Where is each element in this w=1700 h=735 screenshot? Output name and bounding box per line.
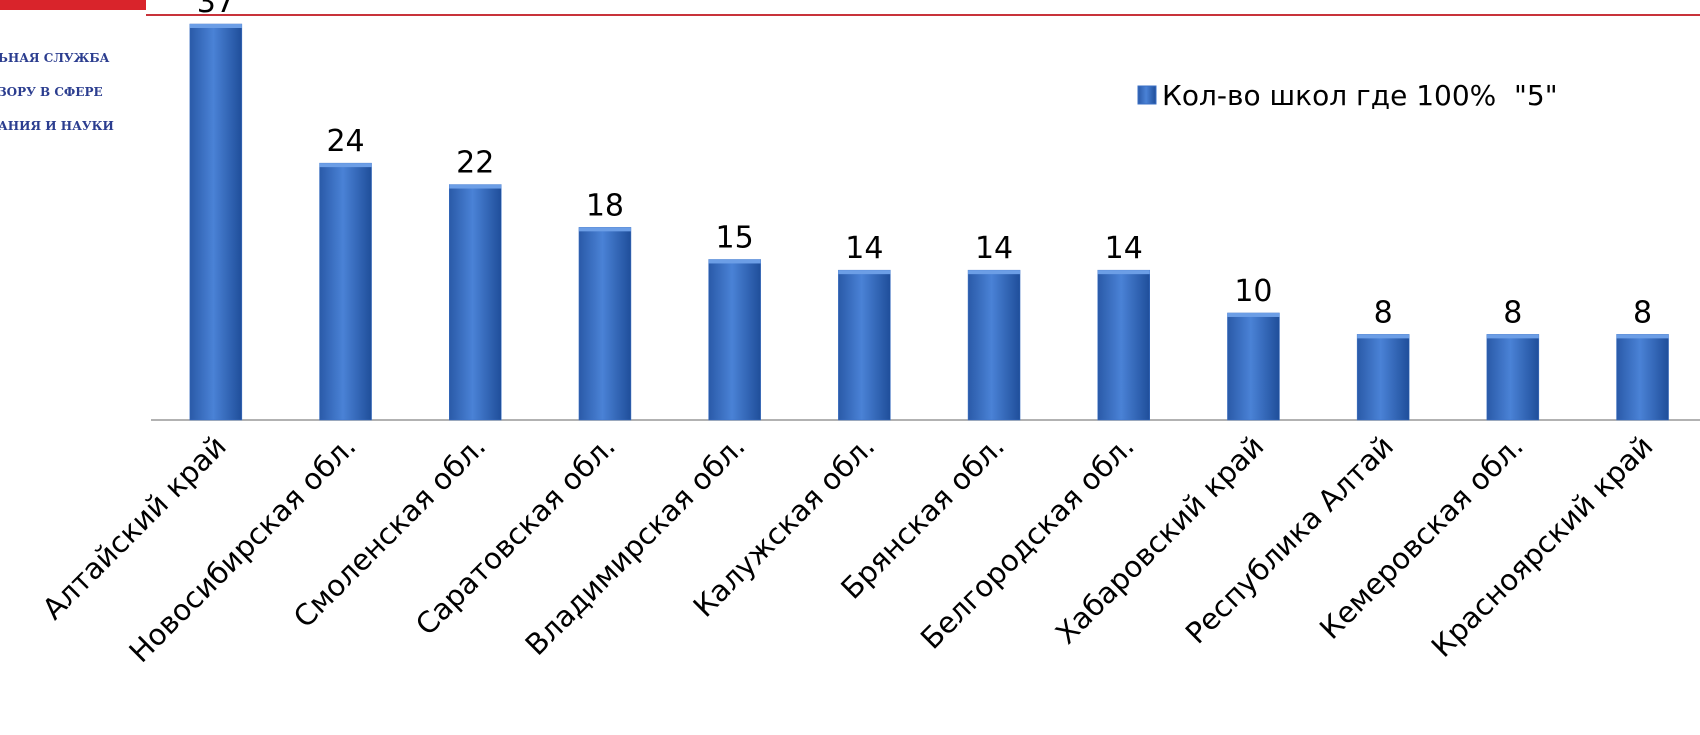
data-label: 15 <box>716 220 754 255</box>
legend-swatch <box>1137 85 1157 105</box>
bar <box>1227 312 1280 421</box>
data-label: 10 <box>1234 274 1272 309</box>
bar-top <box>1227 312 1280 317</box>
bar-top <box>968 270 1021 275</box>
data-label: 14 <box>975 231 1013 266</box>
bar-top <box>1357 334 1410 339</box>
bar <box>319 162 372 421</box>
bar-top <box>838 270 891 275</box>
data-label: 14 <box>845 231 883 266</box>
logo-text: АНИЯ И НАУКИ <box>0 119 114 133</box>
x-tick-label: Новосибирская обл. <box>122 429 362 669</box>
bar-top <box>189 24 242 28</box>
data-label: 37 <box>197 0 235 20</box>
bar <box>189 23 243 421</box>
bar-top <box>1097 270 1150 275</box>
logo-bar <box>0 0 146 10</box>
bar <box>1486 334 1540 421</box>
bar <box>1616 334 1669 421</box>
bar-top <box>319 163 372 168</box>
legend-label: Кол-во школ где 100% "5" <box>1162 79 1558 112</box>
data-label: 8 <box>1374 295 1393 330</box>
bar <box>708 259 761 421</box>
bar-top <box>708 259 761 264</box>
data-label: 18 <box>586 188 624 223</box>
bar <box>838 269 891 421</box>
bar <box>967 269 1021 421</box>
bar <box>578 227 632 421</box>
data-label: 8 <box>1633 295 1652 330</box>
logo-text: ЗОРУ В СФЕРЕ <box>0 85 103 99</box>
x-tick-label: Владимирская обл. <box>519 429 752 662</box>
data-label: 14 <box>1105 231 1143 266</box>
bar-top <box>578 227 631 232</box>
x-tick-label: Хабаровский край <box>1049 429 1271 651</box>
data-label: 24 <box>326 124 364 159</box>
bar <box>1356 334 1410 421</box>
bar-top <box>1616 334 1669 339</box>
data-label: 8 <box>1503 295 1522 330</box>
bar <box>1097 269 1150 421</box>
bar <box>449 184 502 421</box>
bar-top <box>1486 334 1539 339</box>
x-tick-label: Белгородская обл. <box>914 429 1141 656</box>
data-label: 22 <box>456 146 494 181</box>
logo-text: ЬНАЯ СЛУЖБА <box>0 51 110 65</box>
x-tick-label: Красноярский край <box>1425 429 1660 664</box>
bar-top <box>449 184 502 189</box>
